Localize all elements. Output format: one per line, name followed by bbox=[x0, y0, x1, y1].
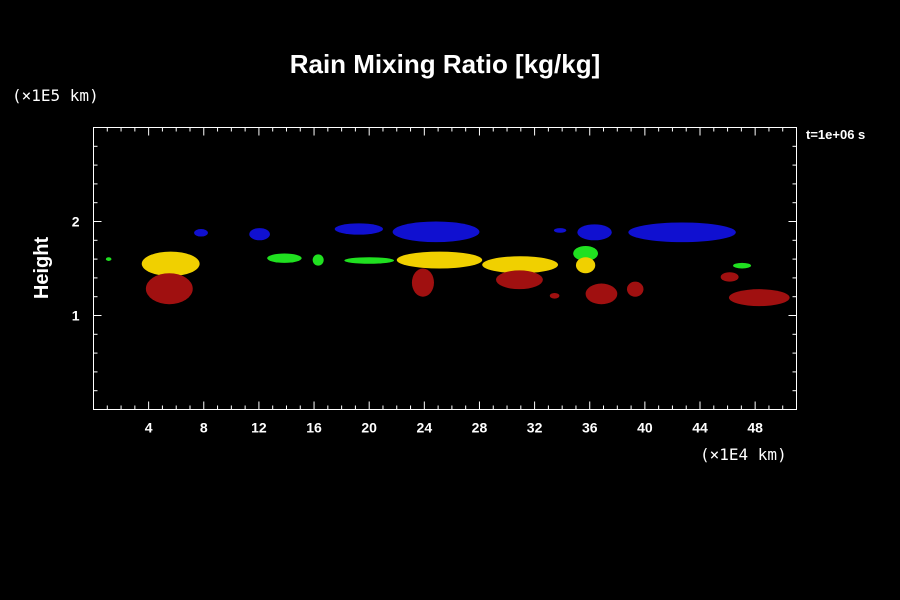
region-green-15 bbox=[573, 245, 599, 261]
region-yellow-0 bbox=[141, 251, 200, 277]
region-dark_red-19 bbox=[626, 281, 644, 297]
region-blue-2 bbox=[194, 229, 208, 237]
plot-area bbox=[105, 221, 790, 307]
x-tick-label: 32 bbox=[527, 420, 543, 436]
time-label: t=1e+06 s bbox=[806, 127, 865, 142]
region-dark_red-12 bbox=[496, 270, 543, 290]
y-tick-label: 1 bbox=[72, 308, 80, 324]
x-tick-label: 24 bbox=[417, 420, 433, 436]
region-blue-6 bbox=[334, 223, 383, 235]
region-blue-8 bbox=[392, 221, 480, 243]
region-green-24 bbox=[105, 257, 112, 261]
plot-frame bbox=[93, 127, 797, 410]
x-unit-label: (×1E4 km) bbox=[700, 445, 787, 464]
region-blue-14 bbox=[553, 228, 567, 233]
x-tick-label: 16 bbox=[306, 420, 322, 436]
y-unit-label: (×1E5 km) bbox=[12, 86, 99, 105]
region-dark_red-23 bbox=[728, 289, 790, 307]
y-tick-label: 2 bbox=[72, 214, 80, 230]
region-blue-20 bbox=[628, 222, 736, 243]
y-axis: 12 bbox=[72, 145, 797, 392]
region-dark_red-10 bbox=[411, 268, 434, 297]
region-green-4 bbox=[267, 253, 302, 263]
region-yellow-11 bbox=[482, 256, 559, 274]
x-tick-label: 44 bbox=[692, 420, 708, 436]
region-green-22 bbox=[733, 262, 752, 269]
x-tick-label: 48 bbox=[747, 420, 763, 436]
x-tick-label: 40 bbox=[637, 420, 653, 436]
x-tick-label: 8 bbox=[200, 420, 208, 436]
x-tick-label: 4 bbox=[145, 420, 153, 436]
region-yellow-16 bbox=[575, 257, 596, 274]
region-dark_red-1 bbox=[145, 273, 193, 305]
region-dark_red-18 bbox=[585, 283, 618, 305]
region-blue-3 bbox=[249, 228, 270, 241]
region-blue-17 bbox=[577, 224, 612, 241]
region-yellow-9 bbox=[396, 251, 483, 269]
x-tick-label: 28 bbox=[472, 420, 488, 436]
y-axis-label: Height bbox=[31, 237, 53, 300]
x-axis: 4 8 12 16 20 24 28 32 36 40 44 48 bbox=[93, 127, 797, 436]
chart-title: Rain Mixing Ratio [kg/kg] bbox=[290, 49, 601, 79]
x-tick-label: 36 bbox=[582, 420, 598, 436]
region-green-5 bbox=[312, 254, 324, 266]
region-green-7 bbox=[344, 257, 394, 264]
region-dark_red-21 bbox=[720, 272, 739, 282]
x-tick-label: 20 bbox=[361, 420, 377, 436]
region-dark_red-13 bbox=[549, 292, 560, 299]
x-tick-label: 12 bbox=[251, 420, 267, 436]
